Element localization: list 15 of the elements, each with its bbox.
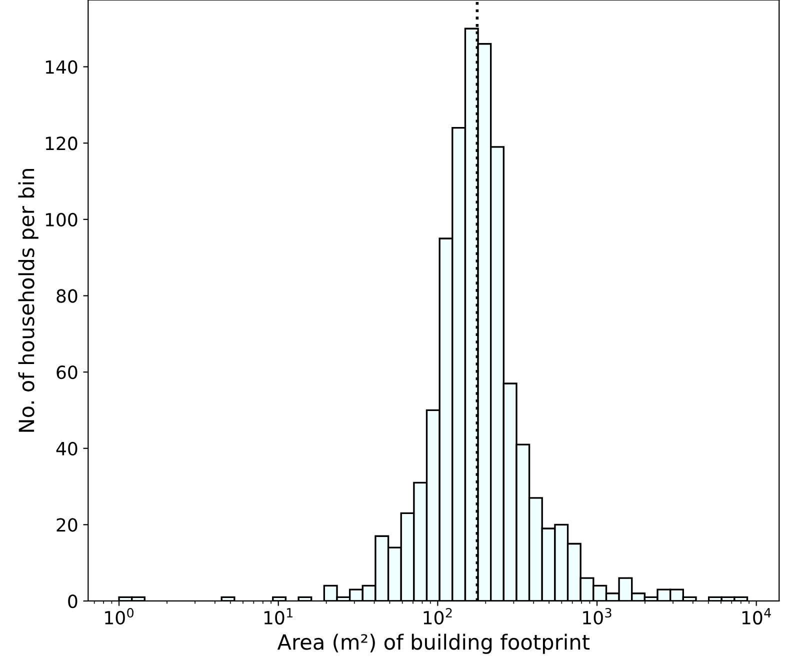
y-tick-label: 20 (56, 518, 78, 532)
x-axis-title: Area (m²) of building footprint (277, 634, 590, 654)
y-tick-label: 0 (68, 594, 78, 608)
y-tick-label: 60 (56, 366, 78, 380)
x-tick-label: 10$^{2}$ (424, 608, 452, 625)
y-tick-label: 40 (56, 442, 78, 456)
x-tick-label: 10$^{3}$ (583, 608, 612, 625)
x-tick-label: 10$^{0}$ (105, 608, 134, 625)
y-tick-label: 120 (46, 136, 78, 150)
y-tick-label: 140 (46, 60, 78, 74)
y-tick-label: 80 (56, 289, 78, 303)
y-axis-title: No. of households per bin (18, 168, 38, 432)
x-tick-label: 10$^{1}$ (264, 608, 292, 625)
x-tick-label: 10$^{4}$ (742, 608, 771, 625)
y-tick-label: 100 (46, 212, 78, 227)
